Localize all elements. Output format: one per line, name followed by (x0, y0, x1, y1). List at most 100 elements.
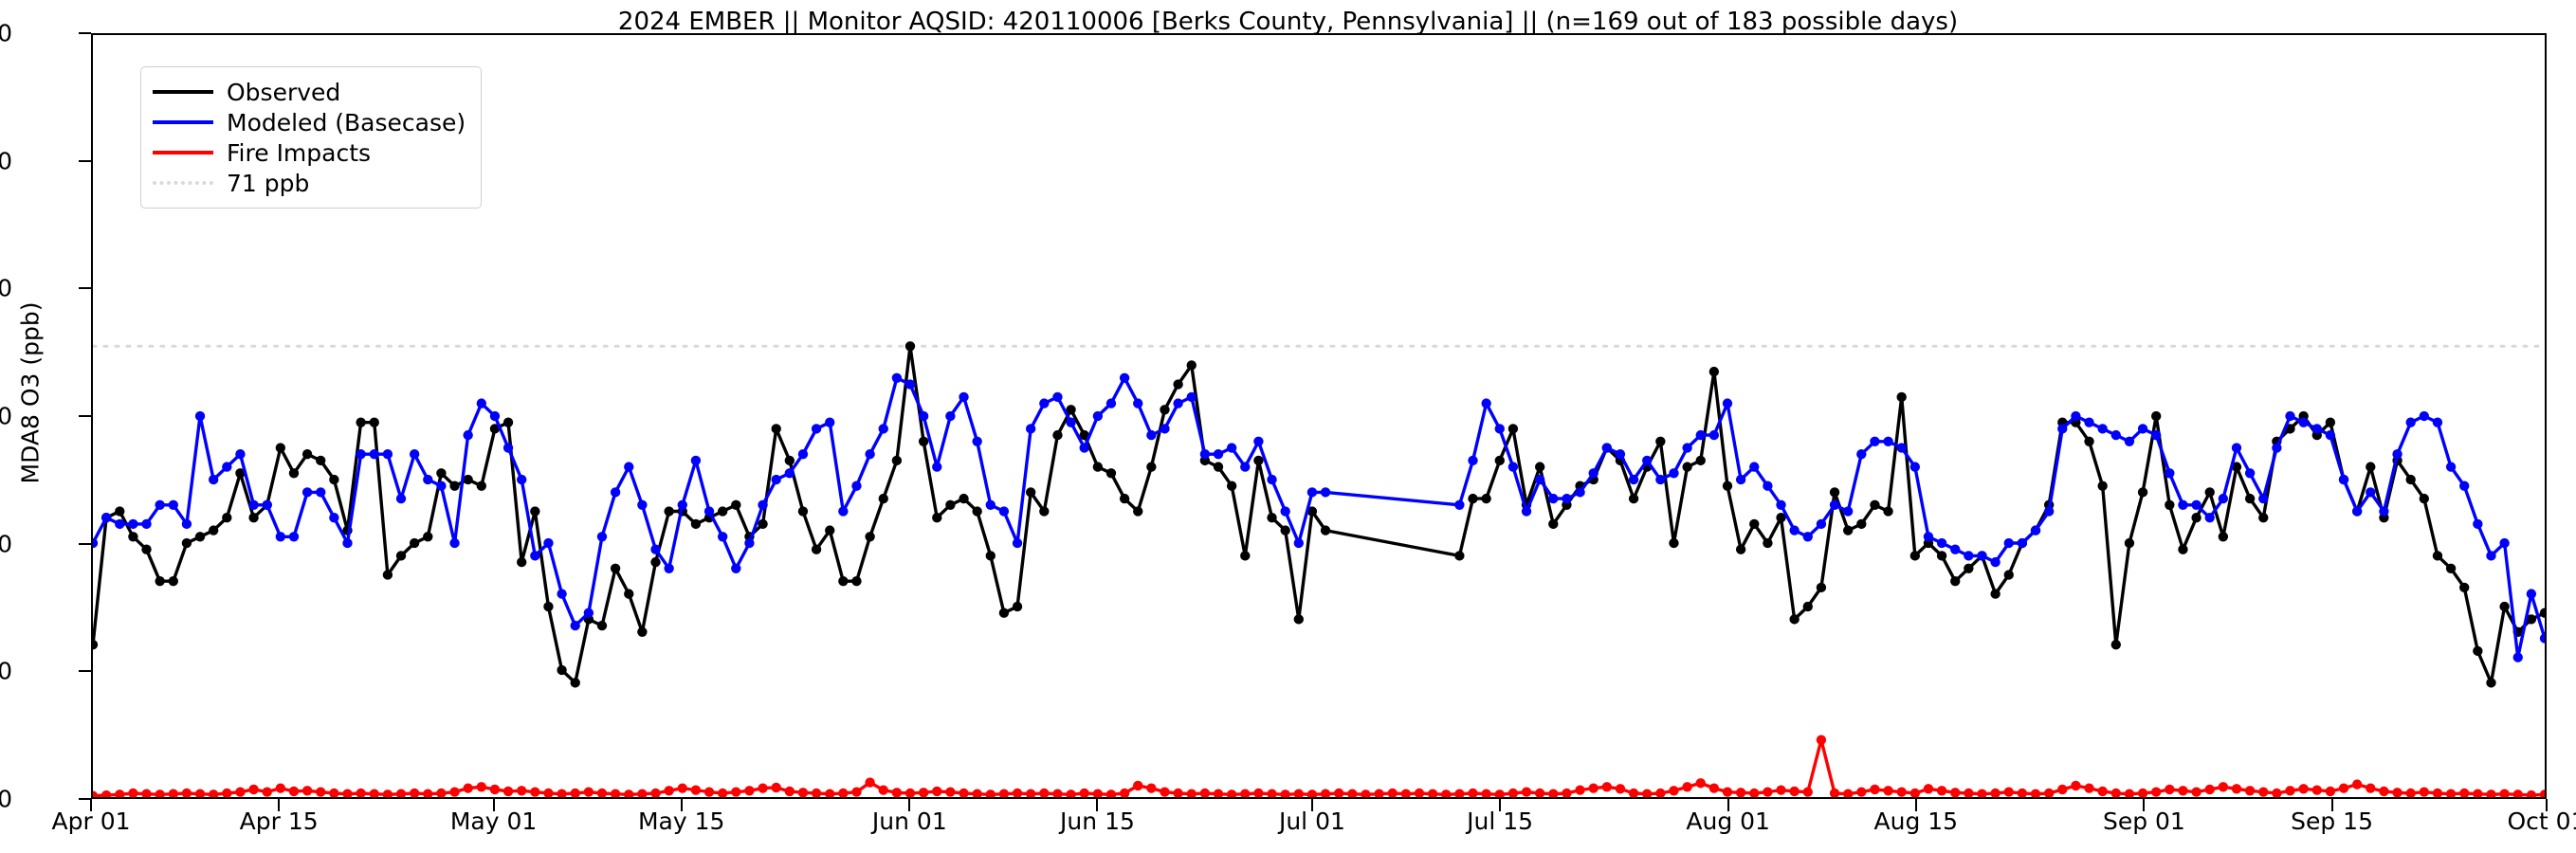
x-tick-label: Aug 01 (1686, 808, 1770, 835)
data-point (1870, 499, 1880, 510)
data-point (1655, 788, 1666, 797)
data-point (570, 788, 580, 797)
data-point (1468, 788, 1478, 797)
data-point (93, 537, 99, 549)
data-point (758, 499, 768, 510)
data-point (356, 449, 366, 460)
data-point (1964, 551, 1974, 561)
data-point (1253, 455, 1264, 466)
data-point (972, 789, 982, 797)
x-tick-mark (492, 799, 495, 811)
data-point (2258, 513, 2269, 523)
data-point (1534, 788, 1545, 797)
data-point (2366, 462, 2376, 472)
data-point (1990, 556, 2001, 568)
data-point (1213, 789, 1224, 797)
y-tick-label: 100 (0, 147, 12, 175)
data-point (891, 788, 903, 797)
data-point (838, 576, 849, 587)
data-point (1883, 506, 1893, 517)
y-tick-mark (79, 32, 91, 34)
data-point (2191, 787, 2201, 797)
data-point (2003, 537, 2014, 549)
data-point (744, 537, 755, 549)
data-point (275, 443, 286, 453)
data-point (2151, 787, 2162, 797)
chart-legend: Observed Modeled (Basecase) Fire Impacts 71… (140, 66, 483, 209)
data-point (301, 449, 313, 460)
legend-item: 71 ppb (153, 168, 466, 198)
data-point (2084, 436, 2094, 446)
data-point (1267, 474, 1277, 485)
data-point (2366, 783, 2376, 793)
data-point (208, 474, 219, 485)
data-point (342, 537, 353, 549)
data-point (2445, 462, 2457, 472)
data-point (2366, 487, 2376, 498)
data-point (1133, 780, 1143, 791)
data-point (1173, 788, 1183, 797)
data-point (2499, 601, 2510, 612)
y-tick-label: 40 (0, 530, 12, 558)
data-point (690, 518, 702, 530)
data-point (1950, 576, 1961, 587)
data-point (1280, 506, 1290, 517)
data-point (1682, 462, 1692, 472)
data-point (2459, 582, 2470, 593)
data-point (1588, 783, 1599, 793)
data-point (1052, 429, 1063, 441)
data-point (2057, 424, 2068, 434)
data-point (610, 487, 621, 498)
data-point (1173, 379, 1183, 390)
x-tick-label: Apr 01 (51, 808, 131, 835)
data-point (891, 372, 903, 383)
data-point (222, 788, 232, 797)
data-point (2204, 487, 2215, 498)
data-point (650, 556, 661, 568)
data-point (543, 537, 554, 549)
data-point (2244, 493, 2256, 504)
data-point (1763, 481, 1773, 491)
data-point (382, 570, 393, 580)
data-point (1306, 506, 1318, 517)
data-point (583, 608, 594, 618)
data-point (1441, 789, 1452, 797)
data-point (1119, 788, 1130, 797)
data-point (1334, 788, 1344, 797)
data-point (2392, 788, 2402, 797)
data-point (825, 525, 835, 535)
data-point (784, 455, 795, 466)
data-point (356, 788, 366, 797)
data-point (262, 787, 272, 797)
x-tick-label: Aug 15 (1873, 808, 1959, 835)
data-point (141, 789, 152, 797)
data-point (2110, 788, 2121, 797)
data-point (155, 789, 165, 797)
data-point (1253, 436, 1264, 446)
data-point (677, 783, 687, 793)
data-point (2043, 788, 2055, 797)
data-point (1133, 398, 1143, 408)
legend-swatch-icon (153, 120, 213, 124)
data-point (1856, 787, 1867, 797)
data-point (904, 788, 916, 797)
data-point (1320, 487, 1331, 498)
data-point (1012, 537, 1023, 549)
data-point (690, 785, 702, 795)
data-point (248, 513, 259, 523)
data-point (2057, 784, 2068, 795)
data-point (1454, 789, 1465, 797)
data-point (93, 640, 99, 650)
data-point (1749, 518, 1760, 530)
data-point (1534, 474, 1545, 485)
data-point (2285, 410, 2295, 422)
data-point (235, 787, 246, 797)
data-point (918, 788, 929, 797)
data-point (650, 544, 661, 554)
data-point (1923, 784, 1934, 794)
data-point (998, 608, 1010, 618)
data-point (1133, 506, 1143, 517)
data-point (316, 487, 326, 498)
data-point (2351, 779, 2363, 789)
data-point (1361, 789, 1371, 797)
